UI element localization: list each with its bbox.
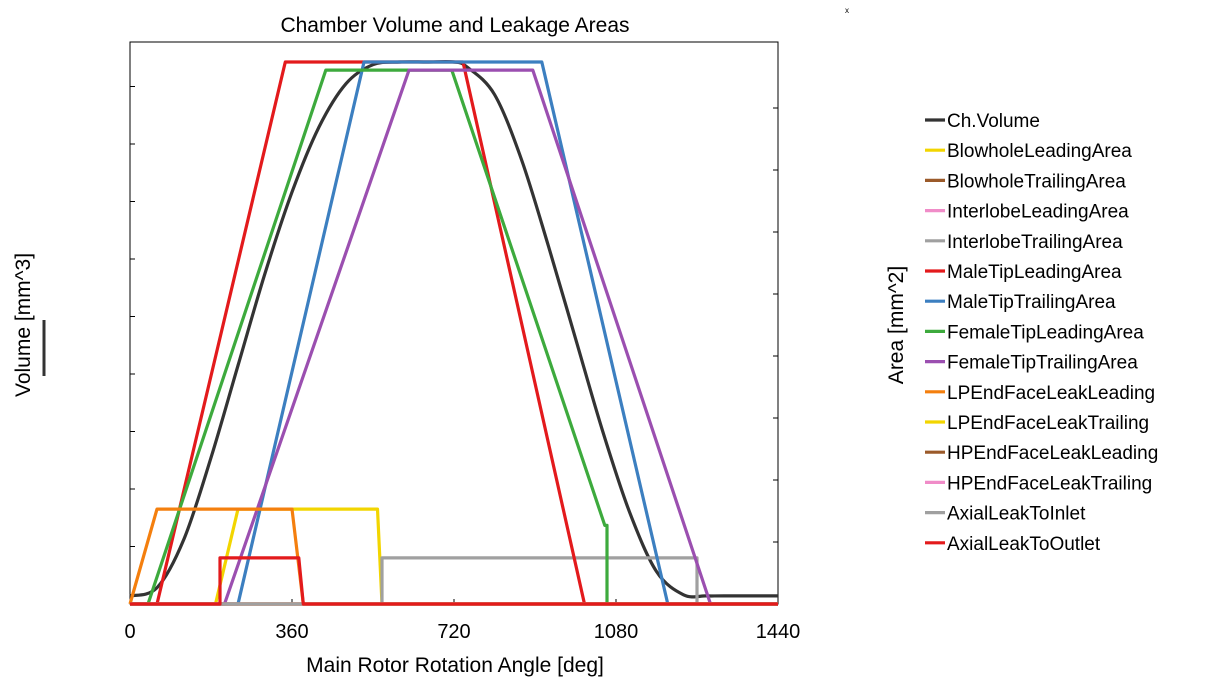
x-tick-label: 360: [275, 621, 308, 643]
legend-label: FemaleTipTrailingArea: [947, 353, 1138, 374]
x-tick-label: 1080: [594, 621, 639, 643]
x-tick-label: 720: [437, 621, 470, 643]
left-axis-ticks: [130, 86, 135, 547]
legend-label: InterlobeTrailingArea: [947, 232, 1123, 253]
x-tick-label: 1440: [756, 621, 801, 643]
legend-label: AxialLeakToOutlet: [947, 534, 1101, 555]
legend-label: BlowholeLeadingArea: [947, 141, 1132, 162]
legend: Ch.Volume BlowholeLeadingArea BlowholeTrai…: [925, 111, 1158, 555]
series-line-maletipleadingarea: [130, 60, 778, 606]
legend-label: HPEndFaceLeakTrailing: [947, 473, 1152, 494]
chart-title: Chamber Volume and Leakage Areas: [280, 14, 629, 37]
right-axis-ticks: [773, 107, 778, 543]
series-line-axialleaktooutlet: [130, 556, 778, 606]
legend-label: Ch.Volume: [947, 111, 1040, 132]
x-tick-label: 0: [124, 621, 135, 643]
legend-label: FemaleTipLeadingArea: [947, 322, 1144, 343]
series-layer: [128, 60, 778, 606]
legend-label: LPEndFaceLeakLeading: [947, 383, 1155, 404]
series-line-femaletiptrailingarea: [130, 68, 778, 606]
legend-label: MaleTipLeadingArea: [947, 262, 1122, 283]
y-axis-label-right: Area [mm^2]: [885, 266, 908, 384]
series-line-femaletipleadingarea: [130, 68, 778, 606]
legend-label: BlowholeTrailingArea: [947, 171, 1126, 192]
series-line-maletiptrailingarea: [130, 60, 778, 606]
x-axis-ticks: 0 360 720 1080 1440: [124, 599, 800, 643]
legend-label: MaleTipTrailingArea: [947, 292, 1116, 313]
legend-label: InterlobeLeadingArea: [947, 202, 1129, 223]
legend-label: LPEndFaceLeakTrailing: [947, 413, 1149, 434]
corner-text: x: [845, 6, 849, 15]
legend-label: HPEndFaceLeakLeading: [947, 443, 1158, 464]
y-axis-label-left: Volume [mm^3]: [12, 253, 35, 397]
legend-label: AxialLeakToInlet: [947, 504, 1086, 525]
x-axis-label: Main Rotor Rotation Angle [deg]: [306, 654, 604, 677]
